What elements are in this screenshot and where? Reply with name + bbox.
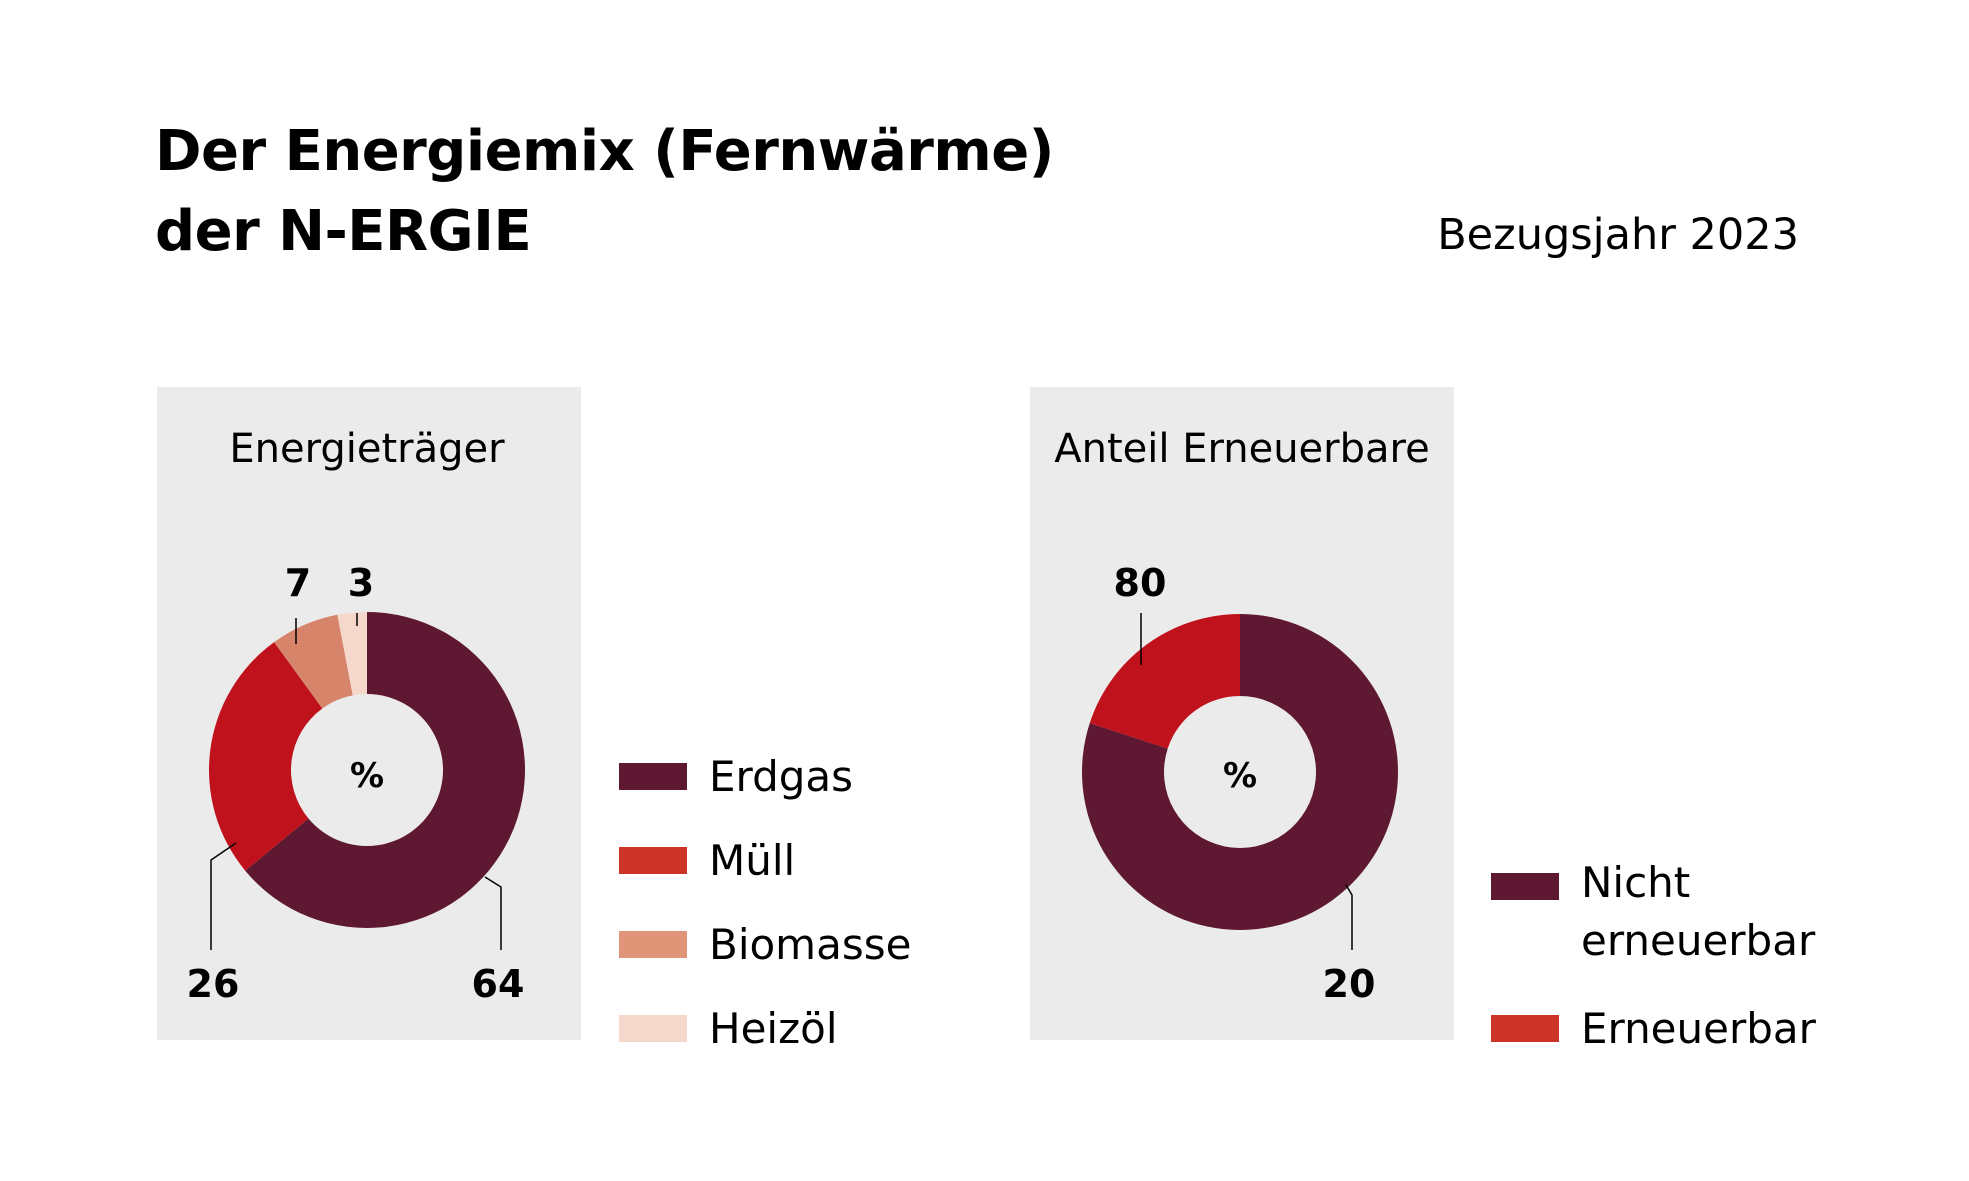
donut-slice-erdgas — [245, 612, 525, 929]
donut-slice-muell — [208, 642, 323, 871]
donut-slice-heizoel — [337, 612, 367, 696]
chart-energietraeger: Energieträger % 3 7 26 64 Erdgas Müll Bi… — [157, 387, 911, 1053]
legend-energietraeger: Erdgas Müll Biomasse Heizöl — [619, 752, 911, 1053]
legend-label-erdgas: Erdgas — [709, 752, 853, 801]
donut-slices-energietraeger — [208, 612, 525, 929]
legend-label-erneuerbar: Erneuerbar — [1581, 1004, 1817, 1053]
reference-year: Bezugsjahr 2023 — [1437, 210, 1799, 260]
legend-erneuerbare: Nicht erneuerbar Erneuerbar — [1491, 858, 1817, 1053]
donut-slice-biomasse — [274, 614, 353, 709]
panel-title-erneuerbare: Anteil Erneuerbare — [1054, 426, 1429, 472]
page-title: Der Energiemix (Fernwärme) der N-ERGIE — [155, 112, 1054, 272]
legend-label-heizoel: Heizöl — [709, 1004, 838, 1053]
legend-label-nicht-erneuerbar-line-2: erneuerbar — [1581, 916, 1816, 965]
center-label-energietraeger: % — [350, 756, 384, 796]
value-label-nicht-erneuerbar: 80 — [1114, 561, 1167, 605]
legend-swatch-heizoel — [619, 1015, 687, 1042]
legend-swatch-erneuerbar — [1491, 1015, 1559, 1042]
legend-swatch-nicht-erneuerbar — [1491, 873, 1559, 900]
legend-swatch-erdgas — [619, 763, 687, 790]
legend-swatch-muell — [619, 847, 687, 874]
center-label-erneuerbare: % — [1223, 756, 1257, 796]
legend-label-muell: Müll — [709, 836, 795, 885]
value-label-muell: 26 — [187, 962, 240, 1006]
value-label-heizoel: 3 — [348, 561, 374, 605]
leader-line-erdgas — [484, 876, 502, 950]
value-label-erdgas: 64 — [472, 962, 525, 1006]
title-line-2: der N-ERGIE — [155, 199, 532, 264]
value-label-erneuerbar: 20 — [1323, 962, 1376, 1006]
legend-swatch-biomasse — [619, 931, 687, 958]
donut-slice-nicht-erneuerbar — [1082, 614, 1398, 930]
donut-slices-erneuerbare — [1082, 614, 1398, 930]
chart-anteil-erneuerbare: Anteil Erneuerbare % 80 20 Nicht erneuer… — [1030, 387, 1817, 1053]
title-line-1: Der Energiemix (Fernwärme) — [155, 119, 1054, 184]
legend-label-biomasse: Biomasse — [709, 920, 911, 969]
leader-line-erneuerbar — [1345, 884, 1353, 950]
leader-line-muell — [210, 842, 237, 950]
donut-slice-erneuerbar — [1089, 614, 1240, 749]
panel-title-energietraeger: Energieträger — [229, 426, 505, 472]
value-label-biomasse: 7 — [285, 561, 311, 605]
legend-label-nicht-erneuerbar-line-1: Nicht — [1581, 858, 1690, 907]
